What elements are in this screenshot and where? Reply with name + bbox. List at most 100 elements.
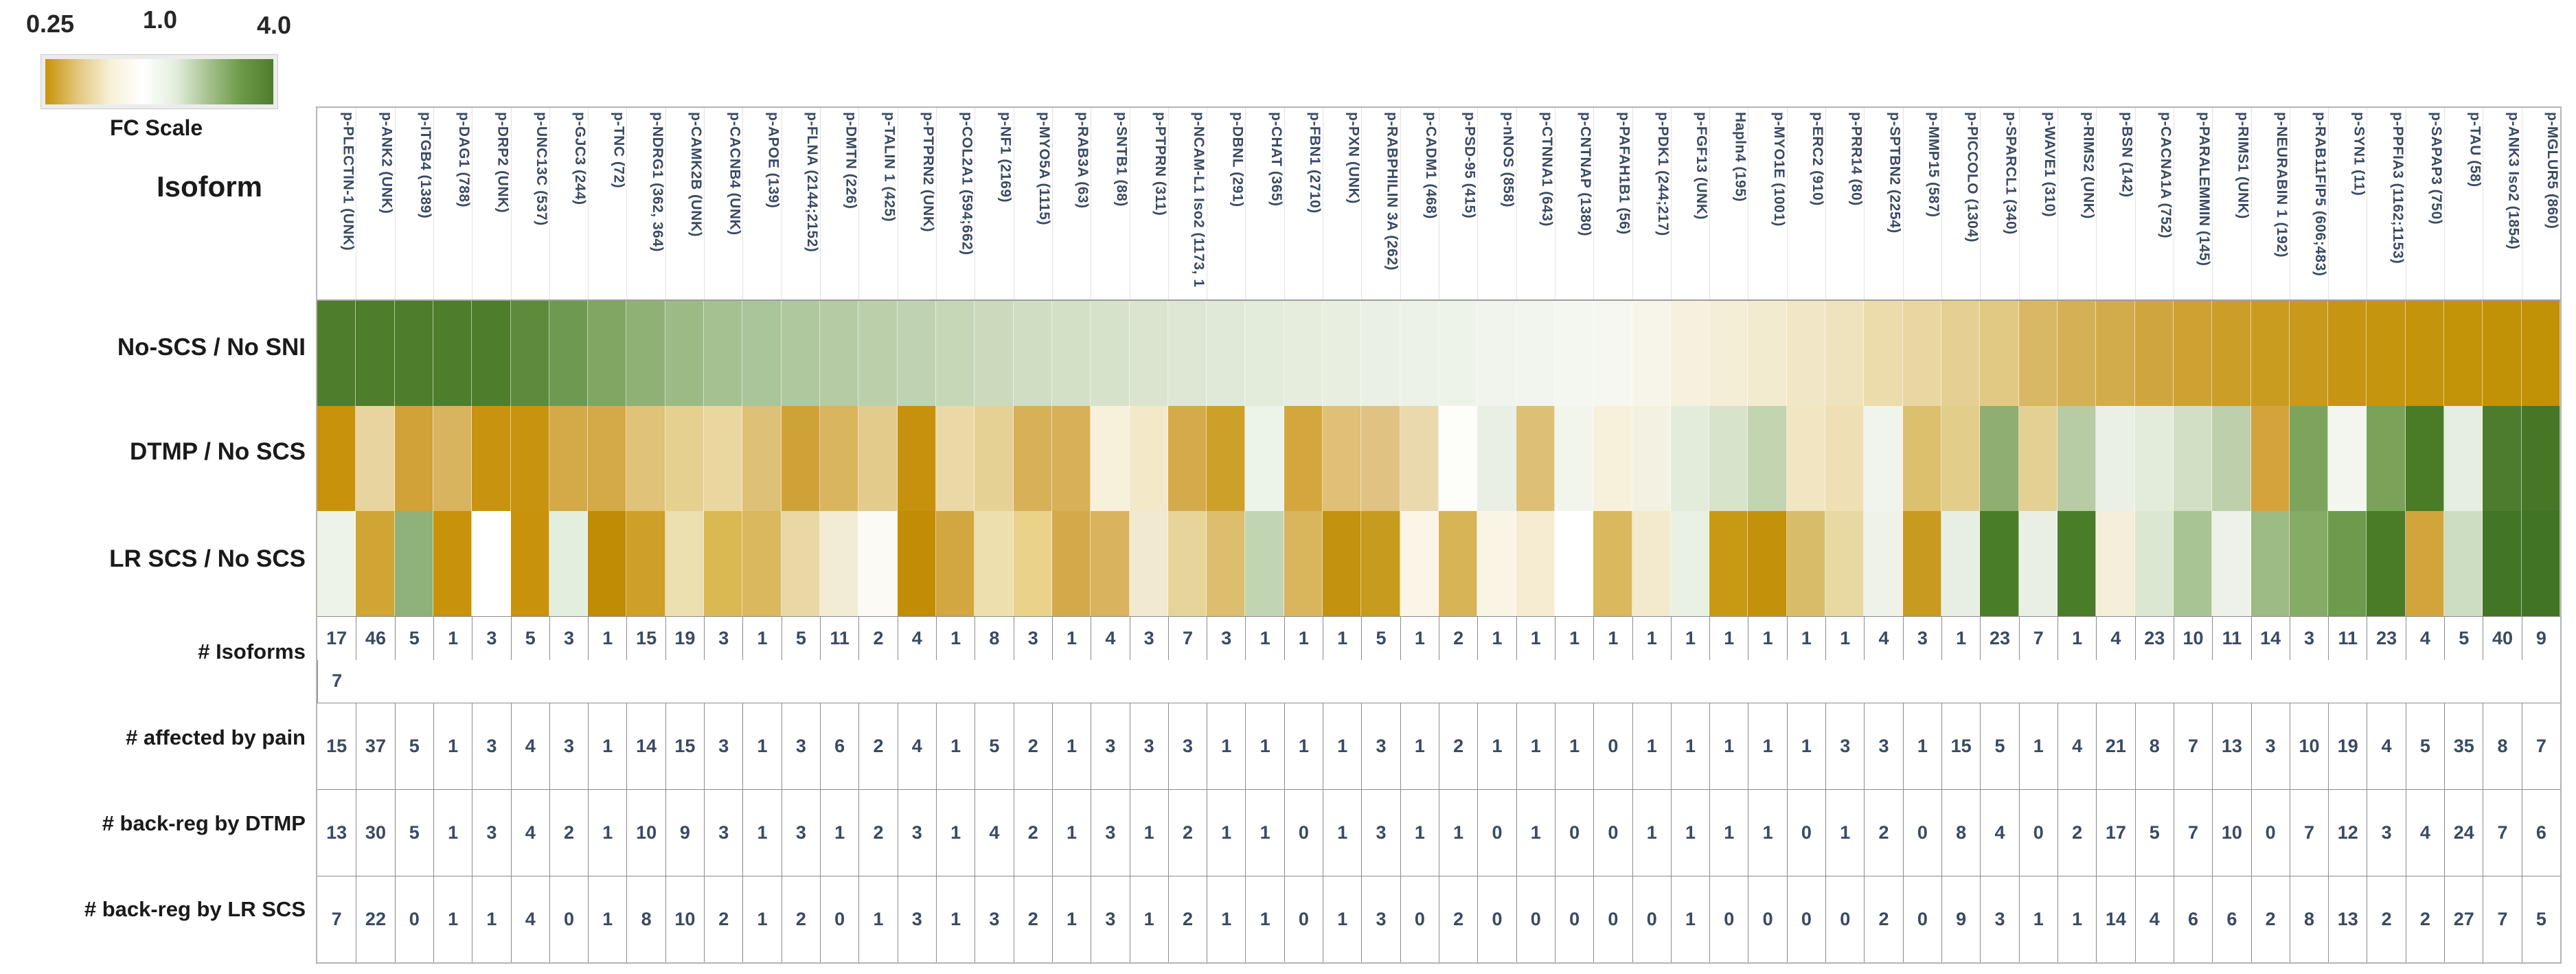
heatmap-cell	[356, 301, 395, 406]
heatmap-cell	[549, 511, 589, 616]
heatmap-cell	[549, 406, 589, 511]
heatmap-row	[317, 511, 2560, 616]
count-cell: 1	[1400, 790, 1439, 876]
count-cell: 1	[742, 617, 782, 660]
count-cell: 1	[1941, 617, 1981, 660]
count-cell: 1	[1284, 703, 1323, 789]
heatmap-cell	[1207, 511, 1246, 616]
heatmap-cell	[1516, 301, 1555, 406]
count-cell: 1	[935, 876, 975, 962]
heatmap-cell	[1864, 406, 1903, 511]
heatmap-cell	[858, 406, 898, 511]
heatmap-cell	[2328, 511, 2367, 616]
count-cell: 5	[394, 703, 433, 789]
heatmap-cell	[2444, 511, 2483, 616]
column-header: p-SPARCL1 (340)	[1980, 108, 2019, 299]
heatmap-cell	[510, 511, 549, 616]
count-cell: 1	[1670, 790, 1710, 876]
column-header: p-RIMS2 (UNK)	[2057, 108, 2097, 299]
count-cell: 3	[1902, 617, 1942, 660]
count-cell: 23	[2367, 617, 2406, 660]
count-cell: 1	[742, 790, 782, 876]
count-cell: 4	[974, 790, 1014, 876]
count-cell: 19	[665, 617, 705, 660]
count-cell: 1	[2057, 876, 2097, 962]
heatmap-cell	[1091, 406, 1130, 511]
column-header: p-RABPHILIN 3A (262)	[1361, 108, 1400, 299]
count-cell: 1	[1786, 617, 1826, 660]
heatmap-cell	[1980, 301, 2019, 406]
column-header: p-PTPRN2 (UNK)	[897, 108, 936, 299]
count-cell: 1	[1207, 876, 1246, 962]
count-cell: 6	[2521, 790, 2560, 876]
heatmap-cell	[1670, 301, 1710, 406]
heatmap-cell	[1167, 301, 1207, 406]
count-cell: 0	[1477, 876, 1516, 962]
count-cell: 1	[1554, 703, 1594, 789]
column-header: p-GJC3 (244)	[549, 108, 589, 299]
count-cell: 11	[2212, 617, 2251, 660]
count-cell: 1	[1400, 617, 1439, 660]
count-cell: 35	[2444, 703, 2483, 789]
heatmap-cell	[781, 301, 821, 406]
heatmap-cell	[1051, 301, 1091, 406]
heatmap-cell	[1632, 406, 1671, 511]
heatmap-cell	[433, 511, 472, 616]
count-cell: 1	[1748, 703, 1787, 789]
heatmap-cell	[2018, 301, 2058, 406]
heatmap-cell	[2289, 406, 2329, 511]
count-row: 15 37 5 1 3 4 3 1 14 15 3 1 3 6 2 4 1 5 2 1 3 3 3 1 1 1 1 3 1 2 1 1 1 0 1 1…	[317, 703, 2560, 789]
heatmap-cell	[1284, 406, 1323, 511]
count-cell: 40	[2483, 617, 2522, 660]
heatmap-cell	[1980, 511, 2019, 616]
count-cell: 3	[549, 703, 589, 789]
heatmap-cell	[1941, 511, 1981, 616]
count-cell: 4	[2057, 703, 2097, 789]
column-header: p-CADM1 (468)	[1400, 108, 1439, 299]
count-rows: 17 46 5 1 3 5 3 1 15 19 3 1 5 11 2 4 1 8 3 1 4 3 7 3 1 1 1 5 1 2 1 1 1 1 1…	[317, 616, 2560, 962]
count-cell: 1	[1516, 617, 1555, 660]
heatmap-cell	[1902, 511, 1942, 616]
count-cell: 3	[704, 703, 743, 789]
count-cell: 1	[1051, 876, 1091, 962]
heatmap-cell	[1786, 511, 1826, 616]
column-header: p-PTPRN (311)	[1129, 108, 1168, 299]
count-cell: 3	[2367, 790, 2406, 876]
heat-row-label: No-SCS / No SNI	[117, 334, 306, 361]
count-cell: 4	[1864, 617, 1903, 660]
heatmap-cell	[2367, 301, 2406, 406]
count-cell: 11	[820, 617, 859, 660]
count-cell: 3	[1091, 703, 1130, 789]
count-cell: 5	[2444, 617, 2483, 660]
heatmap-cell	[2521, 511, 2560, 616]
count-cell: 10	[2289, 703, 2329, 789]
count-cell: 0	[1902, 876, 1942, 962]
column-header: p-FGF13 (UNK)	[1670, 108, 1710, 299]
count-cell: 3	[2289, 617, 2329, 660]
count-cell: 2	[1864, 876, 1903, 962]
count-cell: 7	[317, 659, 356, 703]
column-header: p-RAB3A (63)	[1051, 108, 1091, 299]
heatmap-cell	[317, 511, 356, 616]
count-cell: 12	[2328, 790, 2367, 876]
heatmap-cell	[935, 301, 975, 406]
column-header: p-nNOS (858)	[1477, 108, 1516, 299]
count-cell: 0	[549, 876, 589, 962]
column-header: p-DMTN (226)	[820, 108, 859, 299]
count-cell: 0	[1400, 876, 1439, 962]
count-cell: 0	[1593, 703, 1632, 789]
column-header: p-PXN (UNK)	[1323, 108, 1362, 299]
count-cell: 0	[394, 876, 433, 962]
count-row-label: # back-reg by LR SCS	[84, 897, 306, 921]
heatmap-cell	[935, 406, 975, 511]
count-cell: 1	[1323, 703, 1362, 789]
count-cell: 3	[1129, 617, 1168, 660]
count-cell: 3	[1864, 703, 1903, 789]
count-cell: 9	[1941, 876, 1981, 962]
heatmap-cell	[1670, 406, 1710, 511]
column-header: p-ANK3 Iso2 (1854)	[2483, 108, 2522, 299]
heatmap-cell	[394, 301, 433, 406]
heatmap-cell	[2134, 406, 2174, 511]
count-cell: 1	[1323, 790, 1362, 876]
count-cell: 0	[1709, 876, 1748, 962]
